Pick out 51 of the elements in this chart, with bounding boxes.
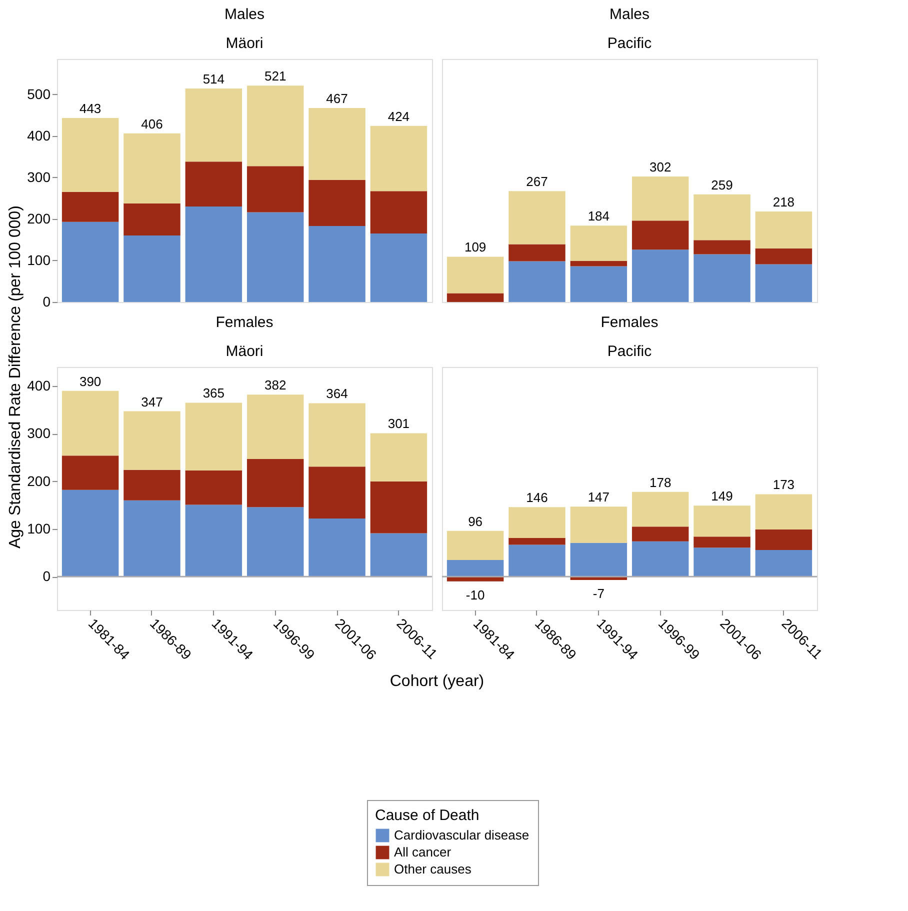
x-axis-title: Cohort (year) <box>390 673 484 690</box>
data-label: -7 <box>592 586 604 601</box>
total-label: 443 <box>79 100 102 116</box>
total-label: 382 <box>264 378 286 393</box>
total-label: 218 <box>772 194 795 210</box>
total-label: 467 <box>326 91 348 106</box>
total-label: 347 <box>141 394 163 410</box>
y-tick-label: 500 <box>27 86 51 102</box>
total-label: 514 <box>202 71 225 86</box>
total-label: 173 <box>772 477 795 492</box>
chart-subtitle: Mäori <box>226 343 264 360</box>
total-label: 390 <box>79 374 102 389</box>
chart-title: Females <box>216 314 274 331</box>
chart-title: Males <box>224 6 265 23</box>
total-label: 259 <box>711 177 733 192</box>
y-tick-label: 0 <box>42 568 51 584</box>
total-label: 301 <box>388 416 410 432</box>
y-tick-label: 400 <box>27 378 51 394</box>
chart-subtitle: Mäori <box>226 35 264 52</box>
total-label: 149 <box>711 488 733 504</box>
total-label: 406 <box>141 116 163 132</box>
legend-title: Cause of Death <box>375 807 480 824</box>
y-tick-label: 200 <box>27 472 51 489</box>
chart-subtitle: Pacific <box>607 35 652 52</box>
total-label: 364 <box>326 386 348 402</box>
y-tick-label: 300 <box>27 168 51 185</box>
chart-subtitle: Pacific <box>607 343 652 360</box>
legend-label: All cancer <box>394 844 452 860</box>
y-tick-label: 200 <box>27 210 51 226</box>
data-label: -10 <box>466 587 485 602</box>
y-tick-label: 0 <box>42 294 51 310</box>
y-tick-label: 100 <box>27 520 51 536</box>
total-label: 178 <box>649 474 672 490</box>
total-label: 521 <box>264 68 286 84</box>
annotation: 96 <box>468 514 483 529</box>
y-tick-label: 400 <box>27 127 51 144</box>
legend-label: Other causes <box>394 862 472 876</box>
y-axis-title: Age Standardised Rate Difference (per 100 000) <box>7 205 24 549</box>
total-label: 365 <box>202 386 225 401</box>
y-tick-label: 300 <box>27 425 51 442</box>
total-label: 184 <box>588 208 610 224</box>
total-label: 424 <box>388 108 410 124</box>
y-tick-label: 100 <box>27 252 51 268</box>
chart-title: Males <box>609 6 650 23</box>
total-label: 146 <box>526 490 548 506</box>
total-label: 267 <box>526 174 548 190</box>
annotation: 147 <box>588 490 610 505</box>
legend-label: Cardiovascular disease <box>394 828 530 842</box>
total-label: 109 <box>464 240 486 255</box>
chart-title: Females <box>600 314 658 331</box>
total-label: 302 <box>649 160 672 175</box>
